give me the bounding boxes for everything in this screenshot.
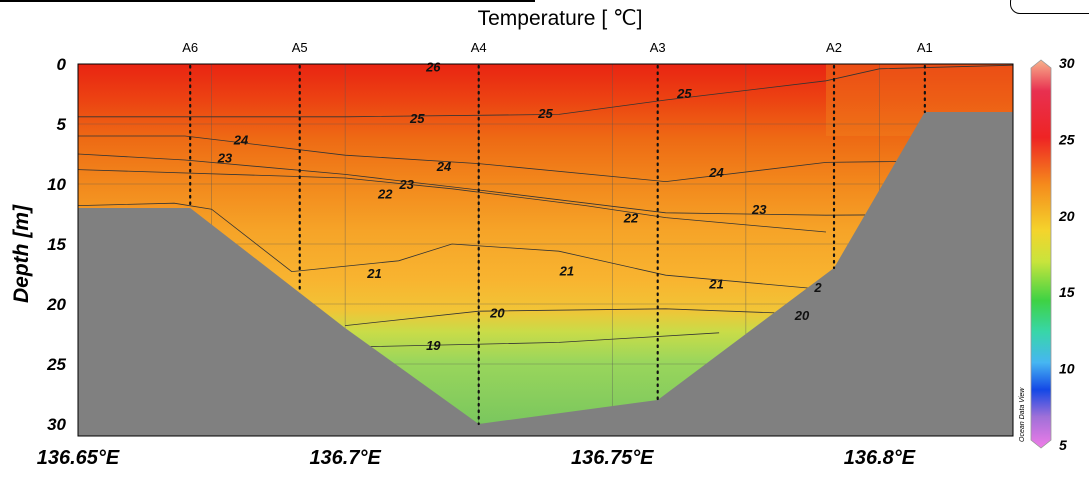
x-tick-label: 136.65°E bbox=[37, 447, 120, 469]
top-border-line bbox=[0, 0, 535, 2]
colorbar-bar bbox=[1030, 59, 1052, 449]
colorbar-tick-label: 30 bbox=[1059, 55, 1075, 71]
y-tick-label: 0 bbox=[57, 55, 67, 74]
plot-frame bbox=[77, 63, 1014, 437]
y-tick-label: 30 bbox=[47, 415, 66, 434]
y-tick-label: 10 bbox=[47, 175, 66, 194]
contour-label: 20 bbox=[489, 305, 505, 320]
contour-label: 23 bbox=[217, 151, 233, 166]
contour-label: 25 bbox=[409, 111, 425, 126]
odv-watermark: Ocean Data View bbox=[1019, 387, 1026, 442]
isotherm-line bbox=[345, 308, 827, 326]
contour-label: 21 bbox=[708, 277, 723, 292]
colorbar-tick-label: 10 bbox=[1059, 361, 1075, 377]
chart-title: Temperature [ ℃] bbox=[477, 7, 643, 30]
station-label: A3 bbox=[650, 40, 666, 55]
x-tick-label: 136.8°E bbox=[844, 447, 916, 469]
contour-label: 19 bbox=[426, 338, 441, 353]
station-label: A2 bbox=[826, 40, 842, 55]
isotherm-line bbox=[345, 332, 720, 348]
y-tick-label: 25 bbox=[46, 355, 66, 374]
colorbar-tick-label: 15 bbox=[1059, 284, 1075, 300]
y-tick-label: 20 bbox=[46, 295, 66, 314]
x-tick-label: 136.75°E bbox=[571, 447, 654, 469]
contour-label: 25 bbox=[676, 86, 692, 101]
station-label: A6 bbox=[182, 40, 198, 55]
seabed bbox=[78, 112, 1013, 436]
isotherm-line bbox=[78, 64, 1014, 118]
colorbar: 30 25 20 15 10 5 Ocean Data View bbox=[1019, 55, 1075, 453]
contour-label: 21 bbox=[559, 263, 574, 278]
contour-label: 26 bbox=[425, 59, 441, 74]
station-label: A4 bbox=[471, 40, 487, 55]
colorbar-tick-label: 20 bbox=[1058, 208, 1075, 224]
contour-label: 22 bbox=[623, 211, 639, 226]
station-label: A5 bbox=[292, 40, 308, 55]
x-tick-label: 136.7°E bbox=[309, 447, 381, 469]
station-label: A1 bbox=[917, 40, 933, 55]
contour-label: 20 bbox=[794, 308, 810, 323]
colorbar-tick-label: 25 bbox=[1058, 131, 1075, 147]
contour-label: 24 bbox=[708, 165, 724, 180]
contour-label: 25 bbox=[537, 106, 553, 121]
contour-label: 21 bbox=[366, 266, 381, 281]
contour-label: 23 bbox=[398, 177, 414, 192]
colorbar-tick-label: 5 bbox=[1059, 437, 1067, 453]
isotherm-line bbox=[77, 202, 827, 290]
seabed-polygon bbox=[78, 112, 1013, 436]
contour-label: 2 bbox=[813, 280, 822, 295]
corner-frame bbox=[1010, 0, 1089, 14]
axes: 0 5 10 15 20 25 30 136.65°E 136.7°E 136.75°E 136.8… bbox=[10, 55, 1014, 469]
contour-label: 24 bbox=[436, 159, 452, 174]
stations: A6 A5 A4 A3 A2 A1 bbox=[182, 40, 933, 426]
contour-label: 24 bbox=[233, 133, 249, 148]
y-tick-label: 5 bbox=[57, 115, 67, 134]
contour-label: 23 bbox=[751, 202, 767, 217]
y-tick-label: 15 bbox=[47, 235, 66, 254]
y-axis-label: Depth [m] bbox=[10, 204, 33, 303]
contour-label: 22 bbox=[377, 187, 393, 202]
